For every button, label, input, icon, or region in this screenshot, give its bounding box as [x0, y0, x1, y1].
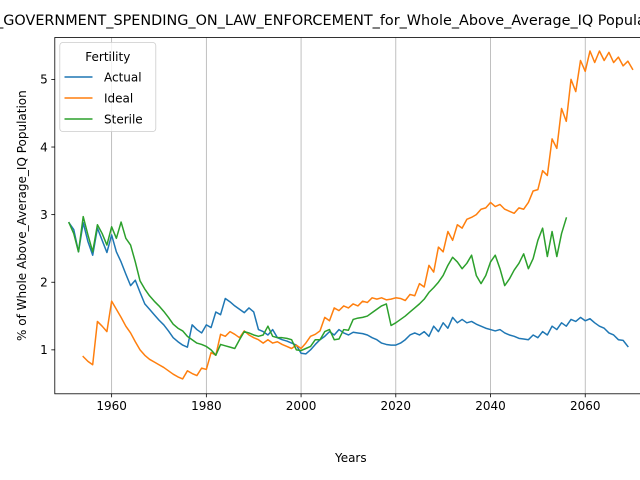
- legend-box: [59, 42, 157, 132]
- x-tick-label: 2000: [286, 399, 317, 413]
- x-tick-label: 2060: [570, 399, 601, 413]
- chart-title: 1_in_GOVERNMENT_SPENDING_ON_LAW_ENFORCEM…: [0, 13, 640, 29]
- x-axis-label: Years: [334, 451, 367, 465]
- x-axis: 1960 1980 2000 2020 2040 2060: [96, 393, 601, 413]
- legend-title: Fertility: [85, 50, 130, 64]
- series-line-ideal: [82, 50, 634, 380]
- series-lines: [67, 50, 634, 380]
- x-tick-label: 1980: [191, 399, 222, 413]
- legend: Fertility Actual Ideal Sterile: [59, 42, 157, 132]
- y-tick-label: 1: [40, 343, 48, 357]
- series-line-sterile: [68, 215, 568, 357]
- plot-area-frame: [54, 37, 640, 395]
- x-tick-label: 1960: [96, 399, 127, 413]
- series-line-actual: [67, 221, 629, 355]
- y-tick-label: 3: [40, 208, 48, 222]
- legend-label-actual: Actual: [104, 70, 142, 84]
- x-tick-label: 2020: [381, 399, 412, 413]
- y-tick-label: 2: [40, 276, 48, 290]
- y-axis-label: % of Whole Above_Average_IQ Population: [15, 90, 29, 341]
- legend-label-ideal: Ideal: [104, 91, 133, 105]
- x-tick-label: 2040: [475, 399, 506, 413]
- y-axis: 1 2 3 4 5: [40, 73, 55, 357]
- y-tick-label: 4: [40, 140, 48, 154]
- legend-label-sterile: Sterile: [104, 112, 143, 126]
- y-tick-label: 5: [40, 73, 48, 87]
